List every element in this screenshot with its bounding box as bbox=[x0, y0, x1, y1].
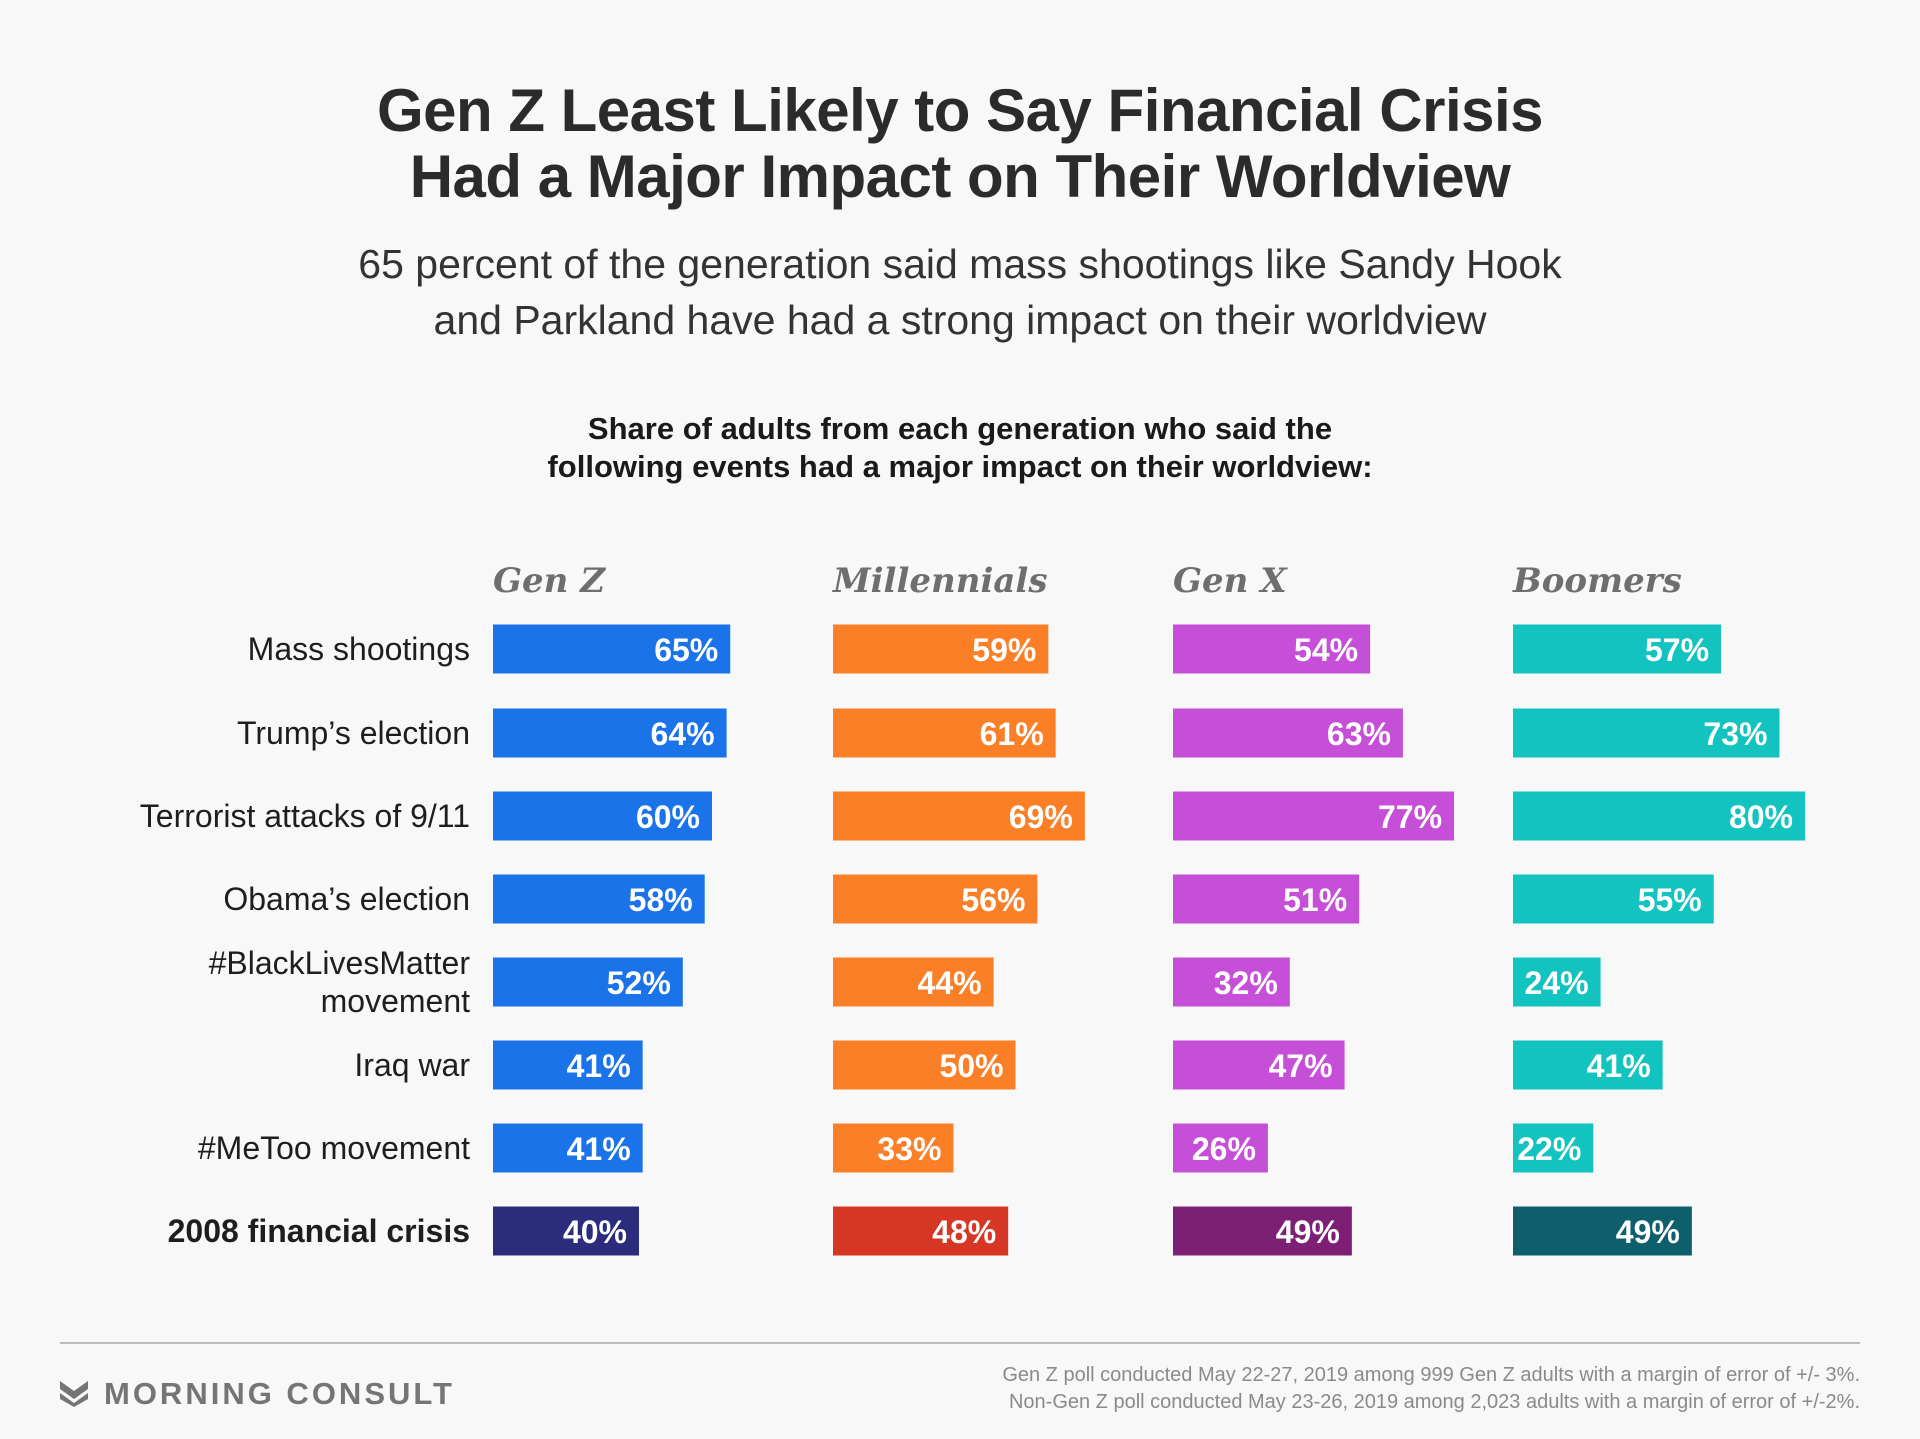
bar-value-label-boomers-1: 57% bbox=[1645, 632, 1709, 668]
bar-value-label-gen-z-7: 41% bbox=[567, 1131, 631, 1167]
category-label-terrorist-attacks-of-9-11: Terrorist attacks of 9/11 bbox=[140, 798, 470, 834]
bar-gen-x-4 bbox=[1173, 874, 1360, 924]
bar-value-label-gen-x-2: 63% bbox=[1327, 716, 1391, 752]
bar-gen-z-3 bbox=[493, 791, 712, 841]
bar-millennials-5 bbox=[833, 957, 994, 1007]
bar-millennials-2 bbox=[833, 708, 1056, 758]
methodology-note: Gen Z poll conducted May 22-27, 2019 amo… bbox=[1002, 1362, 1860, 1416]
category-label-metoo-movement: #MeToo movement bbox=[198, 1130, 470, 1166]
category-label-obama-s-election: Obama’s election bbox=[223, 881, 470, 917]
bar-value-label-boomers-8: 49% bbox=[1616, 1214, 1680, 1250]
bar-gen-z-1 bbox=[493, 624, 731, 674]
bar-millennials-8 bbox=[833, 1206, 1009, 1256]
series-header-gen-z: Gen Z bbox=[493, 561, 606, 601]
bar-boomers-7 bbox=[1513, 1123, 1594, 1173]
bar-boomers-1 bbox=[1513, 624, 1722, 674]
bar-value-label-boomers-4: 55% bbox=[1638, 882, 1702, 918]
bar-gen-x-7 bbox=[1173, 1123, 1268, 1173]
bar-boomers-2 bbox=[1513, 708, 1780, 758]
footer-divider bbox=[60, 1342, 1860, 1344]
bar-value-label-gen-x-4: 51% bbox=[1283, 882, 1347, 918]
methodology-note-line-1: Gen Z poll conducted May 22-27, 2019 amo… bbox=[1002, 1364, 1860, 1386]
bar-value-label-gen-x-3: 77% bbox=[1378, 799, 1442, 835]
bar-value-label-boomers-7: 22% bbox=[1517, 1131, 1581, 1167]
bar-value-label-gen-x-1: 54% bbox=[1294, 632, 1358, 668]
category-label-trump-s-election: Trump’s election bbox=[237, 715, 470, 751]
bar-value-label-millennials-7: 33% bbox=[877, 1131, 941, 1167]
bar-millennials-4 bbox=[833, 874, 1038, 924]
logo-text: MORNING CONSULT bbox=[104, 1376, 455, 1411]
bar-gen-z-2 bbox=[493, 708, 727, 758]
bar-millennials-6 bbox=[833, 1040, 1016, 1090]
bar-gen-z-6 bbox=[493, 1040, 643, 1090]
chart-heading-line-2: following events had a major impact on t… bbox=[547, 449, 1373, 484]
bar-boomers-5 bbox=[1513, 957, 1601, 1007]
bar-gen-x-1 bbox=[1173, 624, 1371, 674]
category-label-iraq-war: Iraq war bbox=[354, 1047, 470, 1083]
bar-gen-z-8 bbox=[493, 1206, 639, 1256]
bar-gen-x-2 bbox=[1173, 708, 1403, 758]
bar-value-label-gen-z-6: 41% bbox=[567, 1048, 631, 1084]
bar-value-label-gen-z-1: 65% bbox=[654, 632, 718, 668]
bar-boomers-6 bbox=[1513, 1040, 1663, 1090]
bar-value-label-millennials-1: 59% bbox=[972, 632, 1036, 668]
chart-heading-line-1: Share of adults from each generation who… bbox=[587, 411, 1333, 446]
bar-value-label-gen-z-8: 40% bbox=[563, 1214, 627, 1250]
series-header-gen-x: Gen X bbox=[1173, 561, 1288, 601]
category-label-mass-shootings: Mass shootings bbox=[248, 631, 470, 667]
bar-gen-x-8 bbox=[1173, 1206, 1352, 1256]
bar-millennials-3 bbox=[833, 791, 1085, 841]
bar-gen-z-4 bbox=[493, 874, 705, 924]
bar-gen-z-7 bbox=[493, 1123, 643, 1173]
bar-gen-x-6 bbox=[1173, 1040, 1345, 1090]
morning-consult-logo: MORNING CONSULT bbox=[60, 1374, 455, 1414]
bar-value-label-millennials-5: 44% bbox=[918, 965, 982, 1001]
bar-value-label-gen-z-4: 58% bbox=[629, 882, 693, 918]
bar-value-label-gen-z-2: 64% bbox=[651, 716, 715, 752]
chart-title: Gen Z Least Likely to Say Financial Cris… bbox=[0, 78, 1920, 210]
bar-value-label-boomers-2: 73% bbox=[1703, 716, 1767, 752]
bar-value-label-boomers-3: 80% bbox=[1729, 799, 1793, 835]
bar-value-label-gen-x-7: 26% bbox=[1192, 1131, 1256, 1167]
bar-value-label-boomers-6: 41% bbox=[1587, 1048, 1651, 1084]
bar-value-label-millennials-3: 69% bbox=[1009, 799, 1073, 835]
bar-boomers-8 bbox=[1513, 1206, 1692, 1256]
bar-value-label-gen-x-5: 32% bbox=[1214, 965, 1278, 1001]
chart-subtitle-line-2: and Parkland have had a strong impact on… bbox=[433, 297, 1487, 343]
bar-value-label-gen-x-6: 47% bbox=[1269, 1048, 1333, 1084]
bar-millennials-1 bbox=[833, 624, 1049, 674]
chart-subtitle: 65 percent of the generation said mass s… bbox=[0, 236, 1920, 348]
bar-millennials-7 bbox=[833, 1123, 954, 1173]
bar-value-label-millennials-8: 48% bbox=[932, 1214, 996, 1250]
bar-value-label-gen-x-8: 49% bbox=[1276, 1214, 1340, 1250]
bar-value-label-millennials-2: 61% bbox=[980, 716, 1044, 752]
bar-value-label-boomers-5: 24% bbox=[1525, 965, 1589, 1001]
chart-heading: Share of adults from each generation who… bbox=[0, 410, 1920, 486]
bar-value-label-millennials-6: 50% bbox=[939, 1048, 1003, 1084]
bar-value-label-gen-z-3: 60% bbox=[636, 799, 700, 835]
bar-value-label-gen-z-5: 52% bbox=[607, 965, 671, 1001]
bar-chart: Mass shootings Trump’s election Terrorist … bbox=[140, 561, 1805, 1256]
category-label-blacklivesmatter-movement: #BlackLivesMatter movement bbox=[209, 945, 471, 1019]
bar-gen-x-5 bbox=[1173, 957, 1290, 1007]
series-header-millennials: Millennials bbox=[832, 561, 1047, 601]
methodology-note-line-2: Non-Gen Z poll conducted May 23-26, 2019… bbox=[1008, 1391, 1860, 1413]
bar-boomers-3 bbox=[1513, 791, 1805, 841]
chart-title-line-2: Had a Major Impact on Their Worldview bbox=[409, 143, 1511, 210]
morning-consult-logo-icon bbox=[60, 1381, 88, 1407]
bar-gen-x-3 bbox=[1173, 791, 1455, 841]
bar-boomers-4 bbox=[1513, 874, 1714, 924]
series-header-boomers: Boomers bbox=[1512, 561, 1682, 601]
bar-value-label-millennials-4: 56% bbox=[961, 882, 1025, 918]
chart-subtitle-line-1: 65 percent of the generation said mass s… bbox=[358, 241, 1562, 287]
category-label-2008-financial-crisis: 2008 financial crisis bbox=[168, 1213, 470, 1249]
bar-gen-z-5 bbox=[493, 957, 683, 1007]
chart-title-line-1: Gen Z Least Likely to Say Financial Cris… bbox=[376, 77, 1544, 144]
